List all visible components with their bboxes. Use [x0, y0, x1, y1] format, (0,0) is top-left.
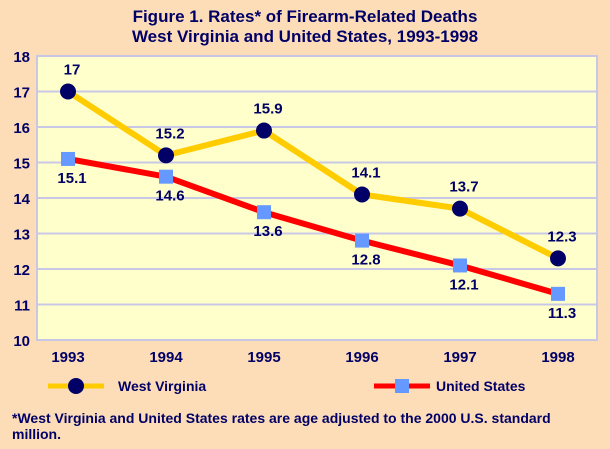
y-tick-label: 13	[13, 227, 30, 244]
data-label: 13.6	[253, 223, 282, 240]
series-line-united-states	[67, 155, 559, 297]
y-tick-label: 17	[13, 85, 30, 102]
x-tick-label: 1998	[541, 349, 574, 366]
y-tick-label: 16	[13, 120, 30, 137]
x-tick-label: 1993	[51, 349, 84, 366]
x-tick-label: 1995	[247, 349, 280, 366]
y-tick-label: 15	[13, 156, 30, 173]
x-tick-label: 1994	[149, 349, 183, 366]
y-tick-label: 11	[14, 298, 30, 315]
data-point-united-states	[551, 286, 565, 301]
y-tick-label: 18	[13, 49, 30, 66]
x-tick-label: 1997	[443, 349, 476, 366]
data-label: 12.8	[351, 252, 380, 269]
series-line-west-virginia	[66, 88, 560, 262]
footnote: *West Virginia and United States rates a…	[12, 410, 551, 442]
chart-title: Figure 1. Rates* of Firearm-Related Deat…	[0, 7, 610, 47]
data-point-west-virginia	[256, 122, 272, 139]
legend-label: United States	[436, 378, 526, 394]
title-line: Figure 1. Rates* of Firearm-Related Deat…	[132, 7, 478, 26]
y-tick-label: 14	[13, 191, 30, 208]
data-label: 15.9	[253, 101, 282, 118]
data-label: 14.1	[351, 164, 380, 181]
data-label: 13.7	[449, 179, 478, 196]
x-tick-label: 1996	[345, 349, 378, 366]
data-point-united-states	[61, 151, 75, 166]
data-label: 11.3	[548, 305, 576, 322]
data-label: 14.6	[155, 188, 184, 205]
data-point-west-virginia	[60, 83, 76, 100]
data-point-united-states	[453, 258, 467, 273]
legend-label: West Virginia	[118, 378, 207, 394]
data-label: 12.3	[547, 228, 576, 245]
data-label: 12.1	[449, 276, 478, 293]
data-label: 17	[64, 62, 81, 79]
data-label: 15.2	[155, 125, 184, 142]
legend-west-virginia: West Virginia	[46, 376, 206, 396]
legend-united-states: United States	[372, 376, 525, 396]
data-point-west-virginia	[158, 147, 174, 164]
y-tick-label: 12	[13, 262, 30, 279]
data-point-united-states	[159, 169, 173, 184]
subtitle-line: West Virginia and United States, 1993-19…	[131, 27, 479, 46]
legend-circle-marker-icon	[48, 378, 104, 394]
data-point-united-states	[257, 205, 271, 220]
legend-square-marker-icon	[374, 379, 430, 393]
y-tick-label: 10	[13, 333, 30, 350]
data-point-west-virginia	[354, 186, 370, 203]
data-point-west-virginia	[452, 200, 468, 217]
data-label: 15.1	[57, 170, 86, 187]
data-point-united-states	[355, 233, 369, 248]
data-point-west-virginia	[550, 250, 566, 267]
